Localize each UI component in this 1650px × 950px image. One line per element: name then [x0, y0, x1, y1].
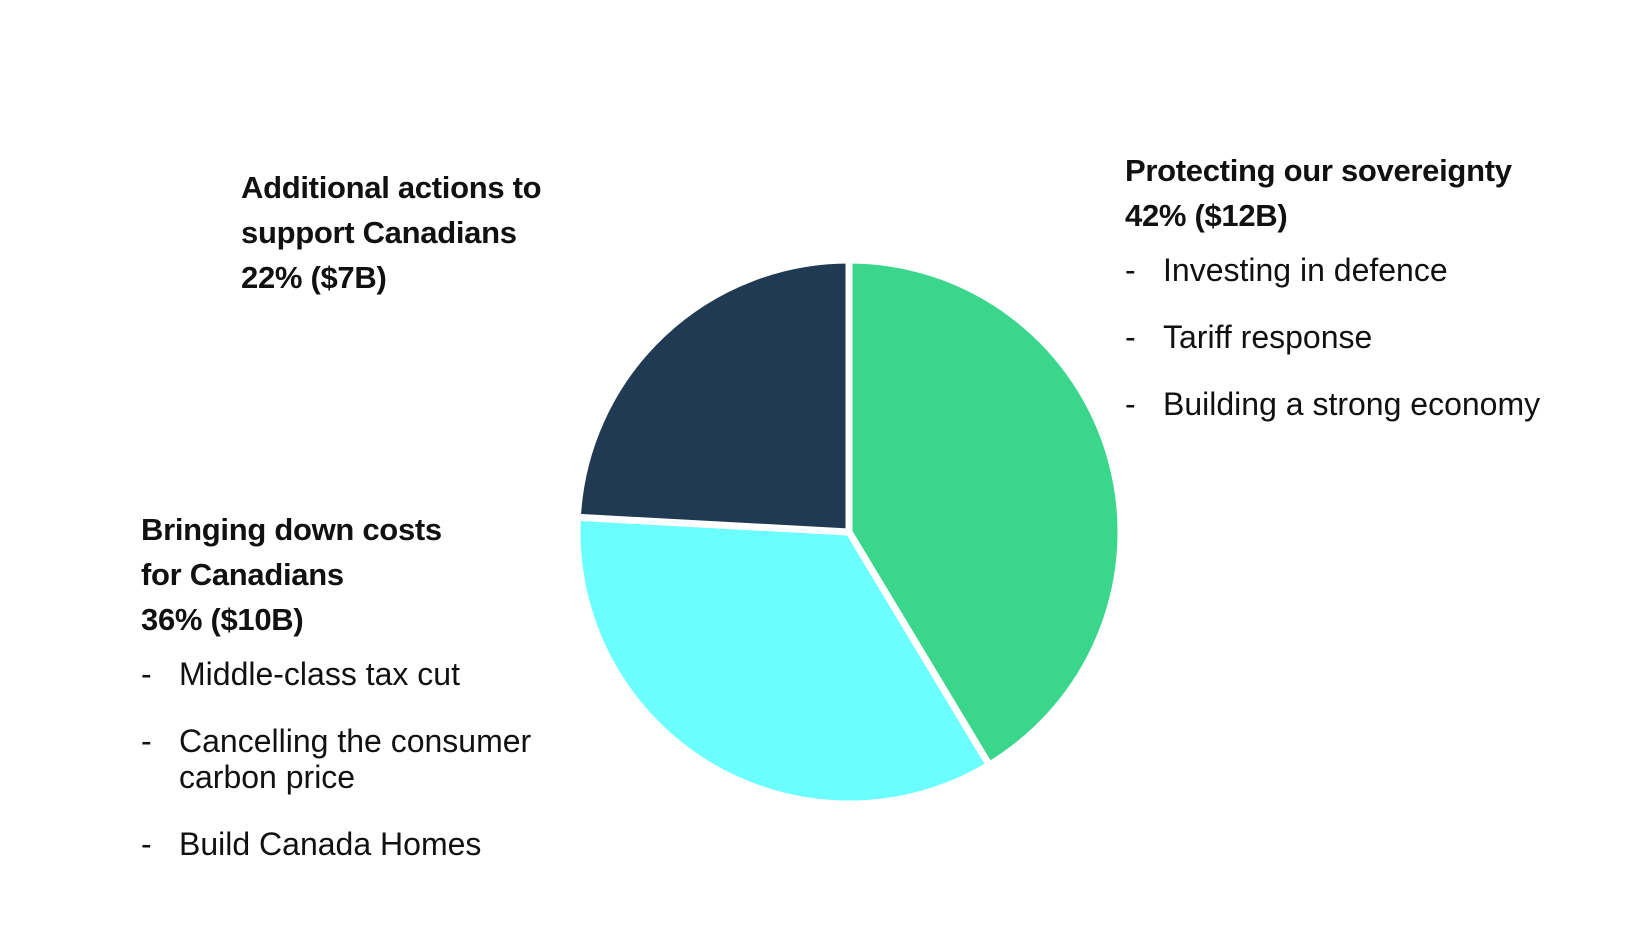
bullet-list: - Investing in defence - Tariff response -… [1125, 252, 1540, 422]
label-bringing-down-costs: Bringing down costs for Canadians 36% ($… [141, 507, 531, 893]
slice-title: Additional actions to [241, 170, 542, 205]
slice-title: Protecting our sovereignty [1125, 153, 1512, 188]
slice-value: 36% ($10B) [141, 602, 304, 637]
list-item: - Cancelling the consumer carbon price [141, 723, 532, 795]
slice-additional-actions [573, 256, 853, 536]
list-item: - Middle-class tax cut [141, 656, 460, 692]
slice-title: Bringing down costs [141, 512, 442, 547]
list-item: - Building a strong economy [1125, 386, 1541, 422]
list-item: - Investing in defence [1125, 252, 1448, 288]
slice-title: for Canadians [141, 557, 344, 592]
bullet-list: - Middle-class tax cut - Cancelling the co… [141, 656, 531, 862]
list-item: - Tariff response [1125, 319, 1373, 355]
list-item: - Build Canada Homes [141, 826, 482, 862]
slice-title: support Canadians [241, 215, 517, 250]
label-sovereignty: Protecting our sovereignty 42% ($12B) -I… [1125, 148, 1540, 453]
slice-bringing-down-costs [573, 513, 993, 808]
slice-value: 22% ($7B) [241, 260, 387, 295]
label-additional-actions: Additional actions to support Canadians … [241, 165, 542, 300]
slice-value: 42% ($12B) [1125, 198, 1288, 233]
